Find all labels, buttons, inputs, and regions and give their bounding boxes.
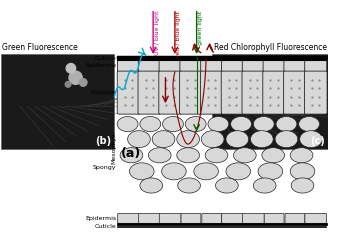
- Text: UV / blue light: UV / blue light: [154, 10, 160, 55]
- Ellipse shape: [235, 60, 262, 101]
- FancyBboxPatch shape: [118, 214, 139, 223]
- Ellipse shape: [258, 163, 283, 180]
- Text: Mesophyll: Mesophyll: [111, 133, 116, 164]
- Text: Green Fluorescence: Green Fluorescence: [2, 43, 78, 52]
- Ellipse shape: [234, 148, 256, 163]
- FancyBboxPatch shape: [201, 71, 223, 114]
- FancyBboxPatch shape: [283, 71, 306, 114]
- FancyBboxPatch shape: [117, 71, 140, 114]
- Ellipse shape: [246, 75, 268, 109]
- FancyBboxPatch shape: [263, 71, 286, 114]
- Ellipse shape: [276, 116, 297, 132]
- Ellipse shape: [149, 148, 171, 163]
- FancyBboxPatch shape: [221, 59, 244, 73]
- FancyBboxPatch shape: [201, 59, 223, 73]
- FancyBboxPatch shape: [222, 214, 244, 223]
- FancyBboxPatch shape: [202, 214, 222, 223]
- FancyBboxPatch shape: [159, 214, 181, 223]
- FancyBboxPatch shape: [159, 59, 181, 73]
- Text: green light: green light: [198, 10, 203, 45]
- Ellipse shape: [140, 116, 161, 132]
- FancyBboxPatch shape: [159, 71, 181, 114]
- Ellipse shape: [185, 116, 206, 132]
- Ellipse shape: [177, 148, 200, 163]
- Ellipse shape: [194, 163, 218, 180]
- Ellipse shape: [128, 131, 150, 148]
- Circle shape: [66, 64, 76, 73]
- Bar: [212, 54, 328, 149]
- Text: Epidermis: Epidermis: [85, 64, 116, 68]
- Ellipse shape: [226, 163, 251, 180]
- FancyBboxPatch shape: [242, 71, 265, 114]
- Text: Cuticle: Cuticle: [94, 56, 116, 61]
- FancyBboxPatch shape: [221, 71, 244, 114]
- Text: (c): (c): [311, 136, 325, 146]
- FancyBboxPatch shape: [138, 59, 160, 73]
- Ellipse shape: [262, 148, 285, 163]
- FancyBboxPatch shape: [285, 214, 305, 223]
- Ellipse shape: [290, 163, 315, 180]
- Circle shape: [65, 82, 71, 87]
- Ellipse shape: [299, 116, 320, 132]
- FancyBboxPatch shape: [264, 214, 284, 223]
- FancyBboxPatch shape: [284, 59, 306, 73]
- Ellipse shape: [260, 59, 279, 87]
- FancyBboxPatch shape: [305, 59, 327, 73]
- Text: Palisade: Palisade: [91, 90, 116, 95]
- Text: Cuticle: Cuticle: [94, 224, 116, 229]
- Ellipse shape: [215, 178, 238, 193]
- Text: Red Chlorophyll Fluorescence: Red Chlorophyll Fluorescence: [214, 43, 327, 52]
- Ellipse shape: [152, 131, 175, 148]
- Ellipse shape: [120, 148, 143, 163]
- Bar: [1, 54, 115, 149]
- FancyBboxPatch shape: [263, 59, 285, 73]
- Text: Epidermis: Epidermis: [85, 216, 116, 220]
- FancyBboxPatch shape: [243, 214, 264, 223]
- FancyBboxPatch shape: [181, 214, 201, 223]
- Ellipse shape: [277, 69, 294, 100]
- FancyBboxPatch shape: [138, 214, 160, 223]
- Ellipse shape: [129, 163, 154, 180]
- FancyBboxPatch shape: [118, 59, 139, 73]
- Circle shape: [79, 79, 87, 86]
- FancyBboxPatch shape: [242, 59, 264, 73]
- Ellipse shape: [300, 131, 322, 148]
- Text: (a): (a): [121, 147, 141, 160]
- FancyBboxPatch shape: [180, 59, 202, 73]
- Ellipse shape: [162, 163, 186, 180]
- Ellipse shape: [253, 178, 276, 193]
- Text: Spongy: Spongy: [93, 165, 116, 170]
- Ellipse shape: [163, 116, 184, 132]
- FancyBboxPatch shape: [304, 71, 327, 114]
- Ellipse shape: [226, 131, 249, 148]
- Ellipse shape: [178, 178, 201, 193]
- Ellipse shape: [117, 116, 138, 132]
- Ellipse shape: [251, 131, 273, 148]
- Ellipse shape: [177, 131, 200, 148]
- Ellipse shape: [253, 116, 274, 132]
- Ellipse shape: [290, 148, 313, 163]
- Ellipse shape: [140, 178, 163, 193]
- Ellipse shape: [205, 148, 228, 163]
- Circle shape: [69, 71, 82, 84]
- Text: red / blue light: red / blue light: [176, 10, 181, 57]
- Text: (b): (b): [95, 136, 111, 146]
- FancyBboxPatch shape: [180, 71, 202, 114]
- FancyBboxPatch shape: [305, 214, 327, 223]
- Ellipse shape: [275, 131, 298, 148]
- Ellipse shape: [201, 131, 224, 148]
- FancyBboxPatch shape: [138, 71, 161, 114]
- Ellipse shape: [208, 116, 229, 132]
- Ellipse shape: [231, 116, 252, 132]
- Ellipse shape: [291, 178, 314, 193]
